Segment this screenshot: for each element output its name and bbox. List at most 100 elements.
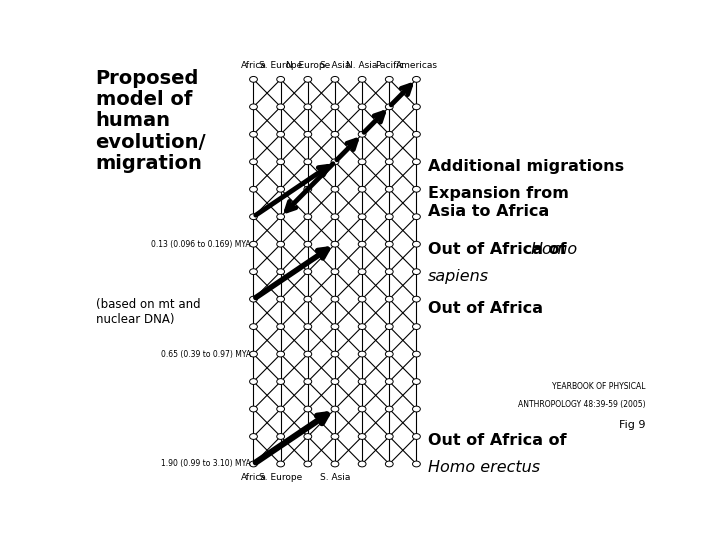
Text: S. Asia: S. Asia: [320, 473, 350, 482]
Circle shape: [304, 461, 312, 467]
Circle shape: [359, 351, 366, 357]
Text: N. Europe: N. Europe: [286, 61, 330, 70]
Circle shape: [276, 159, 284, 165]
Circle shape: [385, 104, 393, 110]
Circle shape: [359, 461, 366, 467]
Circle shape: [276, 104, 284, 110]
Text: S. Europe: S. Europe: [259, 61, 302, 70]
Circle shape: [250, 269, 258, 274]
Circle shape: [413, 351, 420, 357]
Circle shape: [304, 186, 312, 192]
Circle shape: [331, 461, 339, 467]
Circle shape: [359, 323, 366, 329]
Text: N. Asia: N. Asia: [346, 61, 378, 70]
Circle shape: [385, 241, 393, 247]
Text: S. Europe: S. Europe: [259, 473, 302, 482]
Circle shape: [359, 406, 366, 412]
Circle shape: [413, 323, 420, 329]
Circle shape: [331, 269, 339, 274]
Circle shape: [385, 461, 393, 467]
Circle shape: [276, 214, 284, 220]
Circle shape: [331, 434, 339, 440]
Circle shape: [304, 159, 312, 165]
Circle shape: [413, 241, 420, 247]
Text: Out of Africa of: Out of Africa of: [428, 433, 566, 448]
Circle shape: [331, 159, 339, 165]
Text: 1.90 (0.99 to 3.10) MYA: 1.90 (0.99 to 3.10) MYA: [161, 460, 251, 469]
Circle shape: [359, 77, 366, 82]
Text: Out of Africa of: Out of Africa of: [428, 241, 572, 256]
Circle shape: [359, 434, 366, 440]
Circle shape: [304, 296, 312, 302]
Circle shape: [385, 296, 393, 302]
Circle shape: [385, 77, 393, 82]
Circle shape: [359, 186, 366, 192]
Circle shape: [250, 77, 258, 82]
Circle shape: [250, 351, 258, 357]
Circle shape: [331, 351, 339, 357]
Circle shape: [413, 186, 420, 192]
Circle shape: [250, 379, 258, 384]
Circle shape: [276, 296, 284, 302]
Circle shape: [276, 351, 284, 357]
Circle shape: [250, 241, 258, 247]
Circle shape: [250, 159, 258, 165]
Circle shape: [331, 323, 339, 329]
Circle shape: [331, 104, 339, 110]
Circle shape: [276, 269, 284, 274]
Text: Fig 9: Fig 9: [618, 420, 645, 430]
Circle shape: [304, 379, 312, 384]
Circle shape: [276, 186, 284, 192]
Circle shape: [385, 159, 393, 165]
Text: Out of Africa: Out of Africa: [428, 301, 543, 315]
Circle shape: [413, 461, 420, 467]
Circle shape: [304, 241, 312, 247]
Circle shape: [359, 159, 366, 165]
Circle shape: [413, 214, 420, 220]
Circle shape: [250, 323, 258, 329]
Circle shape: [413, 159, 420, 165]
Circle shape: [359, 241, 366, 247]
Circle shape: [385, 214, 393, 220]
Circle shape: [250, 296, 258, 302]
Circle shape: [304, 214, 312, 220]
Circle shape: [304, 323, 312, 329]
Text: Africa: Africa: [240, 61, 266, 70]
Circle shape: [304, 269, 312, 274]
Text: Expansion from
Asia to Africa: Expansion from Asia to Africa: [428, 186, 569, 219]
Circle shape: [276, 379, 284, 384]
Circle shape: [250, 131, 258, 137]
Circle shape: [413, 77, 420, 82]
Circle shape: [276, 131, 284, 137]
Circle shape: [331, 296, 339, 302]
Circle shape: [304, 131, 312, 137]
Circle shape: [359, 104, 366, 110]
Text: Homo: Homo: [531, 241, 578, 256]
Text: sapiens: sapiens: [428, 268, 489, 284]
Text: Americas: Americas: [395, 61, 438, 70]
Text: (based on mt and
nuclear DNA): (based on mt and nuclear DNA): [96, 298, 200, 326]
Circle shape: [385, 351, 393, 357]
Circle shape: [385, 186, 393, 192]
Text: 0.65 (0.39 to 0.97) MYA: 0.65 (0.39 to 0.97) MYA: [161, 349, 251, 359]
Text: ANTHROPOLOGY 48:39-59 (2005): ANTHROPOLOGY 48:39-59 (2005): [518, 400, 645, 409]
Circle shape: [359, 379, 366, 384]
Circle shape: [250, 104, 258, 110]
Circle shape: [276, 323, 284, 329]
Circle shape: [413, 269, 420, 274]
Circle shape: [413, 104, 420, 110]
Circle shape: [304, 434, 312, 440]
Circle shape: [413, 379, 420, 384]
Text: 0.13 (0.096 to 0.169) MYA: 0.13 (0.096 to 0.169) MYA: [151, 240, 251, 249]
Circle shape: [385, 131, 393, 137]
Circle shape: [331, 77, 339, 82]
Circle shape: [276, 434, 284, 440]
Circle shape: [385, 323, 393, 329]
Circle shape: [385, 434, 393, 440]
Text: Pacific: Pacific: [375, 61, 404, 70]
Circle shape: [276, 77, 284, 82]
Circle shape: [276, 461, 284, 467]
Circle shape: [413, 296, 420, 302]
Circle shape: [276, 241, 284, 247]
Circle shape: [331, 241, 339, 247]
